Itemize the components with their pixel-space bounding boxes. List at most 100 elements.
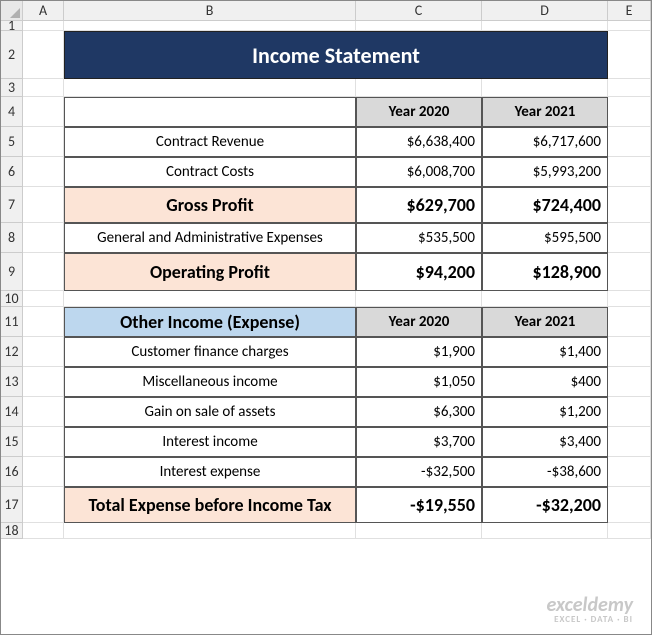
cell-E8[interactable] [608, 223, 651, 253]
label-ga-expenses[interactable]: General and Administrative Expenses [64, 223, 356, 253]
cell-E9[interactable] [608, 253, 651, 291]
row-header-5[interactable]: 5 [1, 127, 23, 157]
cell-E4[interactable] [608, 97, 651, 127]
row-header-16[interactable]: 16 [1, 457, 23, 487]
val-cust-finance-2021[interactable]: $1,400 [482, 337, 608, 367]
cell-A11[interactable] [23, 307, 64, 337]
select-all-corner[interactable] [1, 1, 23, 21]
cell-E1[interactable] [608, 21, 651, 31]
val-interest-income-2020[interactable]: $3,700 [356, 427, 482, 457]
title-cell[interactable]: Income Statement [64, 31, 608, 79]
val-gross-profit-2020[interactable]: $629,700 [356, 187, 482, 223]
cell-A6[interactable] [23, 157, 64, 187]
cell-A12[interactable] [23, 337, 64, 367]
cell-A9[interactable] [23, 253, 64, 291]
cell-E12[interactable] [608, 337, 651, 367]
cell-E15[interactable] [608, 427, 651, 457]
cell-D1[interactable] [482, 21, 608, 31]
row-header-18[interactable]: 18 [1, 523, 23, 539]
row-header-15[interactable]: 15 [1, 427, 23, 457]
row-header-8[interactable]: 8 [1, 223, 23, 253]
cell-A7[interactable] [23, 187, 64, 223]
cell-B3[interactable] [64, 79, 356, 97]
val-gain-assets-2020[interactable]: $6,300 [356, 397, 482, 427]
col-header-A[interactable]: A [23, 1, 64, 21]
label-operating-profit[interactable]: Operating Profit [64, 253, 356, 291]
cell-A3[interactable] [23, 79, 64, 97]
label-gain-assets[interactable]: Gain on sale of assets [64, 397, 356, 427]
label-cust-finance[interactable]: Customer finance charges [64, 337, 356, 367]
cell-E5[interactable] [608, 127, 651, 157]
col-header-D[interactable]: D [482, 1, 608, 21]
label-contract-costs[interactable]: Contract Costs [64, 157, 356, 187]
val-interest-income-2021[interactable]: $3,400 [482, 427, 608, 457]
val-misc-income-2021[interactable]: $400 [482, 367, 608, 397]
header-year-2020-bottom[interactable]: Year 2020 [356, 307, 482, 337]
row-header-14[interactable]: 14 [1, 397, 23, 427]
cell-E18[interactable] [608, 523, 651, 539]
cell-A5[interactable] [23, 127, 64, 157]
cell-A17[interactable] [23, 487, 64, 523]
val-misc-income-2020[interactable]: $1,050 [356, 367, 482, 397]
row-header-3[interactable]: 3 [1, 79, 23, 97]
val-gross-profit-2021[interactable]: $724,400 [482, 187, 608, 223]
cell-E11[interactable] [608, 307, 651, 337]
row-header-10[interactable]: 10 [1, 291, 23, 307]
val-gain-assets-2021[interactable]: $1,200 [482, 397, 608, 427]
cell-E16[interactable] [608, 457, 651, 487]
cell-A8[interactable] [23, 223, 64, 253]
cell-D10[interactable] [482, 291, 608, 307]
cell-A10[interactable] [23, 291, 64, 307]
cell-A1[interactable] [23, 21, 64, 31]
val-contract-revenue-2021[interactable]: $6,717,600 [482, 127, 608, 157]
cell-E6[interactable] [608, 157, 651, 187]
cell-B10[interactable] [64, 291, 356, 307]
label-total-expense[interactable]: Total Expense before Income Tax [64, 487, 356, 523]
cell-E13[interactable] [608, 367, 651, 397]
row-header-13[interactable]: 13 [1, 367, 23, 397]
cell-E7[interactable] [608, 187, 651, 223]
cell-E17[interactable] [608, 487, 651, 523]
label-interest-income[interactable]: Interest income [64, 427, 356, 457]
col-header-B[interactable]: B [64, 1, 356, 21]
val-cust-finance-2020[interactable]: $1,900 [356, 337, 482, 367]
cell-A16[interactable] [23, 457, 64, 487]
val-contract-costs-2020[interactable]: $6,008,700 [356, 157, 482, 187]
val-contract-costs-2021[interactable]: $5,993,200 [482, 157, 608, 187]
row-header-11[interactable]: 11 [1, 307, 23, 337]
label-misc-income[interactable]: Miscellaneous income [64, 367, 356, 397]
header-year-2020-top[interactable]: Year 2020 [356, 97, 482, 127]
cell-C18[interactable] [356, 523, 482, 539]
val-ga-expenses-2021[interactable]: $595,500 [482, 223, 608, 253]
cell-E2[interactable] [608, 31, 651, 79]
val-operating-profit-2020[interactable]: $94,200 [356, 253, 482, 291]
row-header-2[interactable]: 2 [1, 31, 23, 79]
val-interest-expense-2021[interactable]: -$38,600 [482, 457, 608, 487]
cell-B18[interactable] [64, 523, 356, 539]
row-header-9[interactable]: 9 [1, 253, 23, 291]
row-header-6[interactable]: 6 [1, 157, 23, 187]
cell-E14[interactable] [608, 397, 651, 427]
cell-E3[interactable] [608, 79, 651, 97]
cell-E10[interactable] [608, 291, 651, 307]
label-gross-profit[interactable]: Gross Profit [64, 187, 356, 223]
cell-C10[interactable] [356, 291, 482, 307]
row-header-12[interactable]: 12 [1, 337, 23, 367]
cell-C1[interactable] [356, 21, 482, 31]
col-header-E[interactable]: E [608, 1, 651, 21]
val-interest-expense-2020[interactable]: -$32,500 [356, 457, 482, 487]
val-total-expense-2021[interactable]: -$32,200 [482, 487, 608, 523]
row-header-4[interactable]: 4 [1, 97, 23, 127]
label-contract-revenue[interactable]: Contract Revenue [64, 127, 356, 157]
cell-A2[interactable] [23, 31, 64, 79]
row-header-1[interactable]: 1 [1, 21, 23, 31]
cell-A18[interactable] [23, 523, 64, 539]
val-total-expense-2020[interactable]: -$19,550 [356, 487, 482, 523]
header-year-2021-top[interactable]: Year 2021 [482, 97, 608, 127]
cell-B4[interactable] [64, 97, 356, 127]
cell-B1[interactable] [64, 21, 356, 31]
row-header-7[interactable]: 7 [1, 187, 23, 223]
cell-A14[interactable] [23, 397, 64, 427]
cell-A13[interactable] [23, 367, 64, 397]
cell-A15[interactable] [23, 427, 64, 457]
